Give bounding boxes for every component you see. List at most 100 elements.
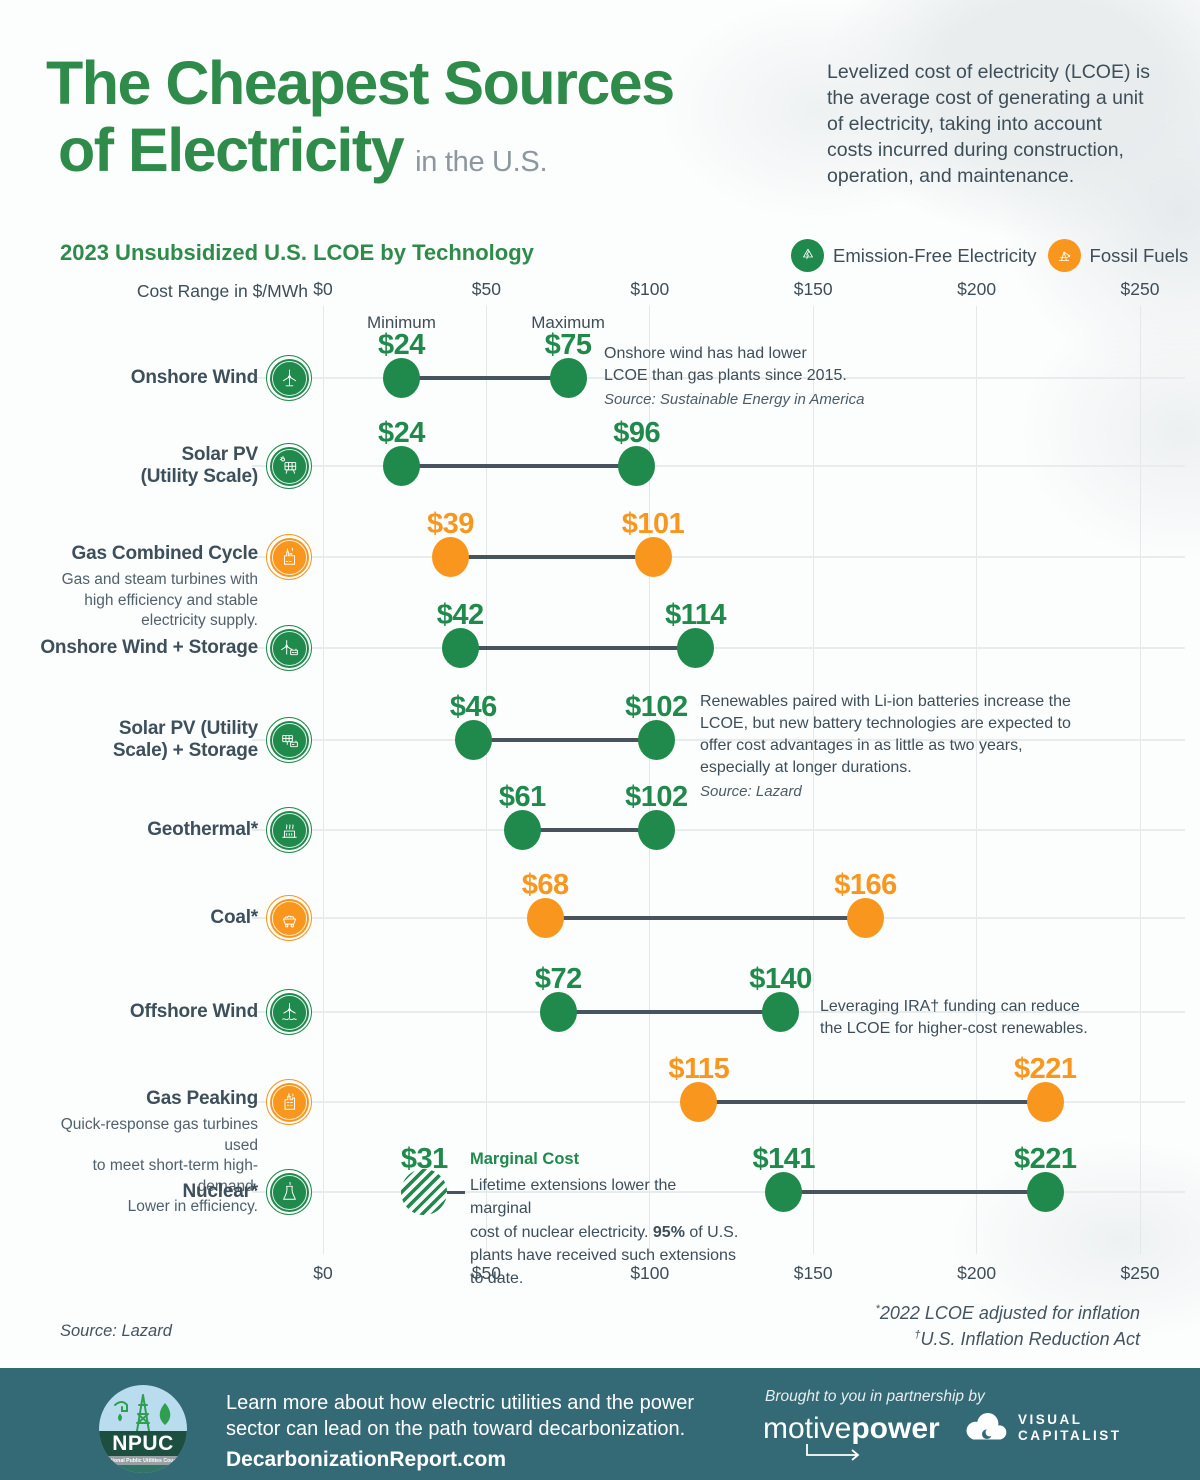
min-dot: [680, 1082, 718, 1122]
footnote: *2022 LCOE adjusted for inflation: [875, 1303, 1140, 1323]
legend-label: Emission-Free Electricity: [833, 244, 1037, 266]
marginal-cost-dot: [401, 1169, 448, 1215]
grid-line: [649, 306, 651, 1254]
row-icon: [266, 443, 312, 489]
row-label: Nuclear*: [34, 1181, 259, 1203]
motivepower-arrow-icon: [806, 1444, 860, 1461]
npuc-logo: NPUC National Public Utilities Council: [99, 1385, 187, 1473]
footer-learn-text: Learn more about how electric utilities …: [226, 1392, 695, 1440]
max-dot: [637, 810, 675, 850]
row-label-text: Geothermal*: [147, 818, 258, 840]
oil-derrick-icon: [1047, 239, 1081, 272]
npuc-acronym: NPUC: [99, 1431, 187, 1456]
marginal-value-label: $31: [400, 1143, 448, 1175]
source-note: Source: Lazard: [60, 1322, 172, 1340]
legend-item-orange: Fossil Fuels: [1047, 239, 1189, 272]
max-value-label: $75: [544, 329, 592, 361]
row-label-text: Offshore Wind: [129, 1000, 258, 1022]
min-dot: [382, 446, 420, 486]
max-value-label: $140: [749, 963, 812, 995]
motivepower-light-text: motive: [763, 1412, 852, 1445]
grid-line: [485, 306, 487, 1254]
axis-tick-label-top: $50: [471, 279, 501, 299]
footer-message: Learn more about how electric utilities …: [226, 1390, 694, 1472]
row-label: Coal*: [34, 907, 258, 929]
row-label-text: Onshore Wind: [130, 366, 258, 388]
min-value-label: $68: [521, 869, 569, 901]
row-grid-line: [252, 647, 1185, 649]
grid-line: [322, 306, 324, 1254]
row-label: Solar PV (Utility Scale): [34, 444, 259, 488]
axis-tick-label-bottom: $250: [1120, 1263, 1160, 1283]
row-label: Solar PV (Utility Scale) + Storage: [34, 718, 258, 762]
min-dot: [441, 628, 479, 668]
min-dot: [539, 992, 577, 1032]
min-dot: [765, 1172, 803, 1212]
minimum-header: Minimum: [366, 313, 436, 332]
row-grid-line: [252, 465, 1185, 467]
axis-tick-label-top: $200: [957, 279, 997, 299]
row-grid-line: [252, 556, 1185, 558]
axis-tick-label-bottom: $200: [957, 1263, 997, 1283]
footnote: †U.S. Inflation Reduction Act: [914, 1329, 1140, 1350]
marginal-cost-title: Marginal Cost: [470, 1150, 580, 1168]
min-dot: [454, 720, 492, 760]
row-label: Geothermal*: [34, 819, 258, 841]
min-value-label: $24: [377, 417, 425, 449]
max-dot: [846, 898, 884, 938]
gas-peaking-glyph: [284, 1092, 295, 1110]
axis-tick-label-bottom: $0: [313, 1263, 333, 1283]
npuc-base: [99, 1465, 187, 1473]
row-label-text: Gas Peaking: [146, 1088, 258, 1109]
gas-plant-glyph: [283, 547, 295, 565]
oil-derrick-glyph: [1059, 251, 1071, 261]
maximum-header: Maximum: [531, 313, 605, 332]
range-connector: [401, 464, 637, 468]
row-label: Onshore Wind + Storage: [34, 637, 258, 659]
min-value-label: $115: [668, 1053, 730, 1085]
wind-storage-glyph: [280, 639, 298, 655]
min-value-label: $141: [752, 1143, 816, 1175]
max-value-label: $102: [625, 781, 688, 813]
row-grid-line: [252, 1191, 1185, 1193]
min-value-label: $61: [498, 781, 546, 813]
marginal-stub-line: [445, 1190, 466, 1194]
chart-subtitle: 2023 Unsubsidized U.S. LCOE by Technolog…: [60, 240, 534, 265]
range-connector: [698, 1100, 1046, 1104]
min-value-label: $42: [436, 599, 484, 631]
max-value-label: $221: [1013, 1053, 1077, 1085]
wind-storage-icon: [269, 628, 309, 668]
legend-label: Fossil Fuels: [1089, 244, 1189, 266]
max-dot: [677, 628, 715, 668]
grid-line: [976, 306, 978, 1254]
min-value-label: $46: [449, 691, 497, 723]
cooling-tower-glyph: [282, 1181, 296, 1200]
title-suffix: in the U.S.: [415, 146, 548, 179]
axis-unit-label: Cost Range in $/MWh: [136, 281, 308, 301]
solar-panel-icon: [269, 446, 309, 486]
solar-storage-icon: [269, 720, 309, 760]
row-icon: [266, 989, 312, 1035]
annotation-source: Source: Sustainable Energy in America: [604, 391, 865, 409]
decarbonization-report-link[interactable]: DecarbonizationReport.com: [226, 1448, 507, 1471]
max-dot: [549, 358, 587, 398]
axis-tick-label-bottom: $100: [630, 1263, 670, 1283]
range-connector: [783, 1190, 1046, 1194]
axis-tick-label-bottom: $50: [471, 1263, 501, 1283]
row-description: Quick-response gas turbines used to meet …: [60, 1116, 258, 1216]
row-icon: [266, 807, 312, 853]
grid-line: [1139, 306, 1141, 1254]
offshore-wind-glyph: [281, 1002, 297, 1020]
motivepower-logo: motivepower: [763, 1412, 940, 1461]
legend-item-green: Emission-Free Electricity: [791, 239, 1037, 272]
row-grid-line: [252, 829, 1185, 831]
max-value-label: $114: [665, 599, 726, 631]
row-annotation: Onshore wind has had lower LCOE than gas …: [604, 343, 964, 411]
npuc-artwork-icon: [114, 1394, 171, 1432]
max-value-label: $102: [625, 691, 688, 723]
max-value-label: $101: [621, 508, 685, 540]
range-connector: [558, 1010, 781, 1014]
annotation-source: Source: Lazard: [700, 783, 802, 801]
recycle-bolt-glyph: [802, 248, 813, 259]
